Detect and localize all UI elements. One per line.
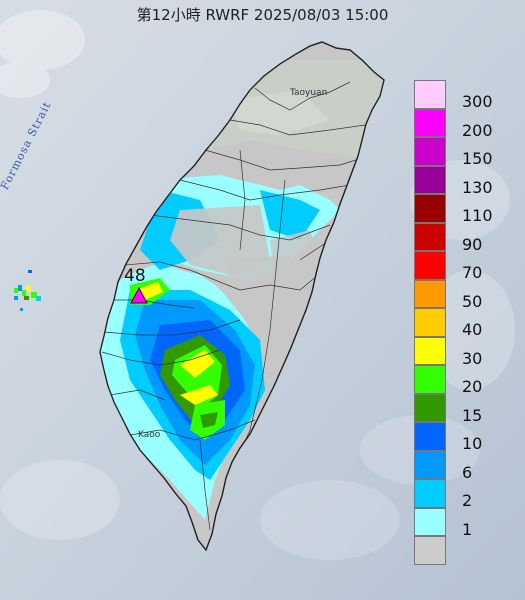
island-outline [99, 41, 385, 552]
legend-label: 70 [462, 263, 483, 282]
legend-label: 90 [462, 234, 483, 254]
legend-label: 30 [462, 348, 483, 368]
legend-row [414, 536, 524, 565]
legend-label: 200 [462, 120, 493, 140]
legend-row: 90 [414, 222, 524, 254]
legend-row: 10 [414, 422, 524, 453]
legend-swatch [414, 165, 446, 194]
legend-swatch [414, 507, 446, 536]
legend-row: 300 [414, 80, 524, 111]
legend-row: 1 [414, 507, 524, 539]
legend-label: 1 [462, 519, 473, 539]
legend-label: 2 [462, 491, 473, 510]
legend-swatch [414, 422, 446, 451]
legend-row: 130 [414, 165, 524, 197]
legend-swatch [414, 336, 446, 365]
legend-label: 20 [462, 377, 483, 396]
legend-swatch [414, 450, 446, 479]
legend-row: 20 [414, 365, 524, 396]
legend-label: 40 [462, 320, 483, 339]
legend-swatch [414, 365, 446, 394]
legend-row: 15 [414, 393, 524, 425]
county-boundaries [101, 81, 366, 531]
legend-row: 150 [414, 137, 524, 168]
gray-no-rain-areas [170, 205, 320, 330]
place-label-kaoo: Kaoo [138, 430, 161, 440]
legend-swatch [414, 222, 446, 251]
legend-swatch [414, 308, 446, 337]
legend-swatch [414, 479, 446, 508]
legend-label: 130 [462, 177, 493, 197]
legend-swatch [414, 251, 446, 280]
legend-swatch [414, 536, 446, 565]
legend-row: 110 [414, 194, 524, 225]
legend-label: 15 [462, 405, 483, 425]
legend-label: 110 [462, 206, 493, 225]
legend-swatch [414, 393, 446, 422]
legend-swatch [414, 108, 446, 137]
legend-swatch [414, 137, 446, 166]
penghu-islands [14, 270, 41, 311]
legend-label: 300 [462, 92, 493, 111]
legend-label: 10 [462, 434, 483, 453]
legend-row: 200 [414, 108, 524, 140]
legend-swatch [414, 80, 446, 109]
legend-row: 40 [414, 308, 524, 339]
legend-label: 50 [462, 291, 483, 311]
legend-row: 30 [414, 336, 524, 368]
max-value-label: 48 [124, 266, 146, 286]
legend-row: 70 [414, 251, 524, 282]
color-legend: 300 200 150 130 110 90 70 50 40 30 20 15 10 6 2 1 [414, 80, 524, 568]
legend-label: 6 [462, 462, 473, 482]
legend-row: 2 [414, 479, 524, 510]
legend-row: 6 [414, 450, 524, 482]
legend-row: 50 [414, 279, 524, 311]
place-label-taoyuan: Taoyuan [290, 88, 328, 98]
page-title: 第12小時 RWRF 2025/08/03 15:00 [136, 6, 389, 24]
legend-swatch [414, 194, 446, 223]
max-triangle-icon [130, 286, 148, 304]
legend-swatch [414, 279, 446, 308]
legend-label: 150 [462, 149, 493, 168]
